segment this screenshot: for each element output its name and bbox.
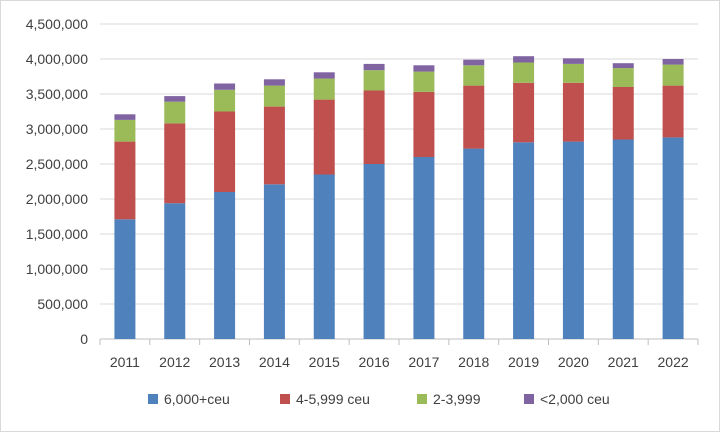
legend-label: 2-3,999 bbox=[433, 391, 481, 407]
bar-segment bbox=[114, 219, 136, 339]
bar-segment bbox=[313, 72, 335, 79]
bar-segment bbox=[114, 114, 136, 120]
bar-segment bbox=[562, 141, 584, 339]
bar-segment bbox=[313, 78, 335, 100]
bar-segment bbox=[363, 63, 385, 71]
bar-segment bbox=[164, 101, 186, 124]
bar-segment bbox=[513, 62, 535, 83]
y-tick-label: 4,500,000 bbox=[26, 16, 88, 32]
legend-swatch bbox=[148, 394, 158, 404]
bar-segment bbox=[263, 85, 285, 107]
y-tick-label: 1,500,000 bbox=[26, 226, 88, 242]
bar-segment bbox=[463, 59, 485, 66]
bar-segment bbox=[662, 137, 684, 339]
bar-segment bbox=[214, 192, 236, 339]
bar-segment bbox=[263, 106, 285, 185]
x-axis: 2011 2012 2013 2014 2015 2016 2017 2018 2019 2020… bbox=[99, 339, 699, 370]
bar-segment bbox=[662, 64, 684, 86]
y-tick-label: 2,500,000 bbox=[26, 156, 88, 172]
legend-label: 6,000+ceu bbox=[164, 391, 230, 407]
bar-segment bbox=[114, 141, 136, 220]
bar-segment bbox=[263, 184, 285, 339]
bar-segment bbox=[263, 79, 285, 86]
gridlines bbox=[100, 23, 698, 340]
bar-segment bbox=[413, 65, 435, 72]
x-tick-label: 2021 bbox=[608, 354, 639, 370]
y-axis: 0 500,000 1,000,000 1,500,000 2,000,000 2,500… bbox=[26, 16, 89, 347]
x-tick-label: 2011 bbox=[110, 354, 140, 370]
bar-segment bbox=[313, 99, 335, 175]
bar-segment bbox=[612, 68, 634, 87]
x-tick-label: 2012 bbox=[159, 354, 190, 370]
bar-segment bbox=[562, 58, 584, 64]
bar-segment bbox=[363, 90, 385, 164]
bar-segment bbox=[413, 91, 435, 157]
y-tick-label: 3,500,000 bbox=[26, 86, 88, 102]
bar-segment bbox=[662, 59, 684, 65]
bar-segment bbox=[513, 142, 535, 339]
legend-swatch bbox=[417, 394, 427, 404]
y-tick-label: 500,000 bbox=[37, 296, 88, 312]
y-tick-label: 4,000,000 bbox=[26, 51, 88, 67]
x-tick-label: 2018 bbox=[458, 354, 489, 370]
x-tick-label: 2017 bbox=[408, 354, 439, 370]
bar-segment bbox=[513, 82, 535, 143]
legend-swatch bbox=[524, 394, 534, 404]
bar-segment bbox=[214, 83, 236, 90]
bar-segment bbox=[214, 111, 236, 192]
legend: 6,000+ceu 4-5,999 ceu 2-3,999 <2,000 ceu bbox=[148, 391, 610, 407]
bar-segment bbox=[164, 123, 186, 204]
bar-segment bbox=[463, 148, 485, 339]
x-tick-label: 2019 bbox=[508, 354, 539, 370]
x-tick-label: 2016 bbox=[359, 354, 390, 370]
bar-segment bbox=[413, 157, 435, 339]
bar-segment bbox=[562, 82, 584, 142]
bar-segment bbox=[214, 89, 236, 112]
bars bbox=[114, 56, 684, 339]
x-tick-label: 2015 bbox=[309, 354, 340, 370]
x-tick-label: 2013 bbox=[209, 354, 240, 370]
y-tick-label: 1,000,000 bbox=[26, 261, 88, 277]
y-tick-label: 2,000,000 bbox=[26, 191, 88, 207]
bar-segment bbox=[313, 174, 335, 339]
bar-segment bbox=[662, 85, 684, 138]
bar-segment bbox=[612, 87, 634, 140]
bar-segment bbox=[562, 63, 584, 83]
bar-segment bbox=[612, 139, 634, 339]
x-tick-label: 2014 bbox=[259, 354, 290, 370]
bar-segment bbox=[164, 96, 186, 102]
bar-segment bbox=[612, 63, 634, 69]
bar-segment bbox=[164, 203, 186, 339]
y-tick-label: 3,000,000 bbox=[26, 121, 88, 137]
y-tick-label: 0 bbox=[80, 331, 88, 347]
legend-label: <2,000 ceu bbox=[540, 391, 610, 407]
bar-segment bbox=[463, 65, 485, 86]
bar-segment bbox=[363, 70, 385, 91]
bar-segment bbox=[463, 85, 485, 149]
legend-swatch bbox=[280, 394, 290, 404]
x-tick-label: 2022 bbox=[658, 354, 689, 370]
bar-segment bbox=[513, 56, 535, 63]
bar-segment bbox=[114, 119, 136, 142]
bar-segment bbox=[413, 71, 435, 92]
legend-label: 4-5,999 ceu bbox=[296, 391, 370, 407]
bar-segment bbox=[363, 164, 385, 339]
x-tick-label: 2020 bbox=[558, 354, 589, 370]
